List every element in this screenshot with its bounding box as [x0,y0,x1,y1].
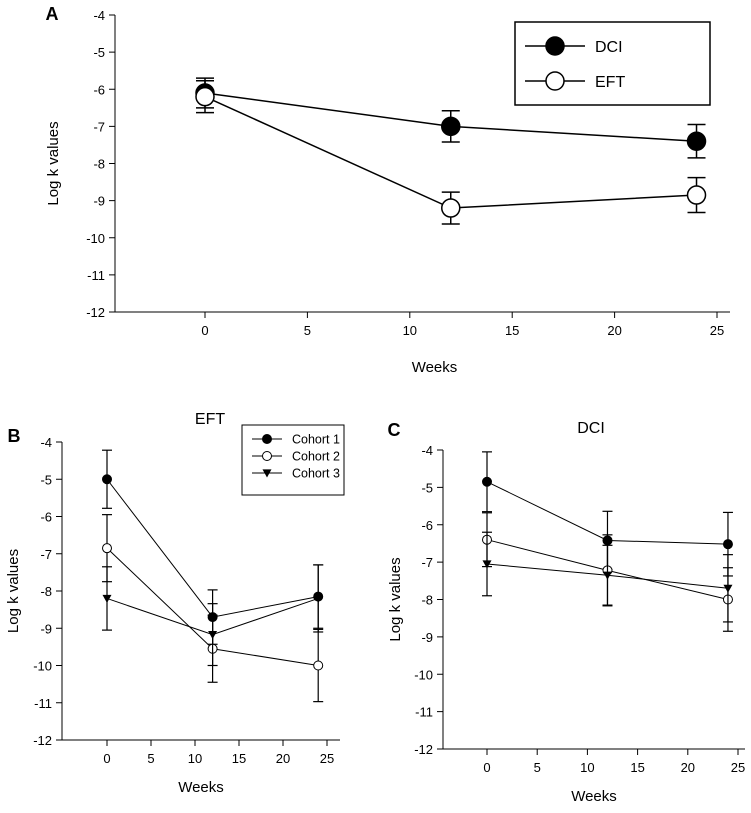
y-tick-label: -12 [86,305,105,320]
legend-label: EFT [595,74,625,91]
legend-item: EFT [525,71,625,91]
y-tick-label: -6 [421,518,433,533]
x-tick-label: 15 [232,751,246,766]
legend-item: Cohort 3 [252,467,340,481]
y-tick-label: -5 [93,45,105,60]
x-tick-label: 20 [276,751,290,766]
data-point [441,116,461,137]
panel-b: B EFT -4 -5 -6 -7 -8 -9 -10 -11 -12 0 5 10 15 20 25 Weeks… [5,411,345,796]
y-tick-label: -6 [93,82,105,97]
data-point [686,185,707,205]
data-point [686,131,707,151]
y-tick-label: -11 [415,705,433,720]
y-tick-label: -7 [40,547,52,562]
y-tick-label: -9 [421,630,433,645]
y-tick-label: -7 [93,119,105,134]
y-axis-label: Log k values [387,557,404,641]
legend-marker [262,469,272,478]
legend-label: Cohort 2 [292,450,340,464]
y-tick-label: -10 [414,667,433,682]
x-tick-label: 25 [710,323,724,338]
data-point [482,560,492,569]
legend-marker [262,451,272,461]
data-point [482,476,492,487]
legend-marker [545,36,565,56]
panel-a: A -4 -5 -6 -7 -8 -9 -10 -11 -12 0 5 10 15 20 25 Weeks Log… [45,4,730,376]
x-tick-label: 10 [403,323,417,338]
x-axis-label: Weeks [178,779,224,796]
y-tick-label: -4 [93,8,105,23]
y-tick-label: -5 [421,480,433,495]
y-tick-label: -9 [40,621,52,636]
data-point [722,539,733,550]
data-point [313,660,324,671]
panel-label: C [388,420,401,440]
x-tick-label: 5 [534,760,541,775]
legend-label: Cohort 1 [292,433,340,447]
y-tick-label: -8 [421,593,433,608]
x-tick-label: 0 [201,323,208,338]
x-tick-label: 5 [147,751,154,766]
panel-title: DCI [577,420,605,437]
x-tick-label: 0 [483,760,490,775]
data-point [441,198,461,218]
y-tick-label: -7 [421,555,433,570]
y-tick-label: -5 [40,472,52,487]
x-tick-label: 25 [320,751,334,766]
series-cohort-3 [482,531,733,623]
x-tick-label: 15 [505,323,519,338]
legend-item: Cohort 2 [252,450,340,464]
x-tick-label: 10 [188,751,202,766]
legend-marker [262,434,272,444]
data-point [723,584,733,593]
y-tick-label: -6 [40,510,52,525]
series-eft [195,79,707,225]
data-point [313,594,323,603]
legend-marker [545,71,565,91]
panel-label: A [46,4,59,24]
panel-title: EFT [195,411,225,428]
legend-box [241,424,345,496]
y-axis-label: Log k values [45,121,62,205]
panel-c: C DCI -4 -5 -6 -7 -8 -9 -10 -11 -12 0 5 10 15 20 25 Weeks… [387,420,745,805]
x-tick-label: 20 [681,760,695,775]
y-tick-label: -8 [40,584,52,599]
y-tick-label: -10 [33,659,52,674]
y-tick-label: -11 [87,268,105,283]
data-point [102,594,112,603]
legend: Cohort 1 Cohort 2 Cohort 3 [241,424,345,496]
y-tick-label: -12 [414,742,433,757]
y-tick-label: -4 [421,443,433,458]
legend-box [514,21,711,106]
series-cohort-3 [102,564,324,667]
data-point [102,543,112,554]
y-tick-label: -10 [86,231,105,246]
y-axis-label: Log k values [5,549,22,633]
y-tick-label: -11 [34,696,52,711]
x-tick-label: 15 [630,760,644,775]
y-tick-label: -8 [93,157,105,172]
data-point [602,571,612,580]
data-point [195,86,215,107]
y-tick-label: -9 [93,194,105,209]
x-tick-label: 5 [304,323,311,338]
legend-label: Cohort 3 [292,467,340,481]
y-tick-label: -4 [40,435,52,450]
legend-item: Cohort 1 [252,433,340,447]
legend: DCI EFT [514,21,711,106]
data-point [208,630,218,640]
data-point [102,474,112,485]
x-tick-label: 10 [580,760,594,775]
legend-item: DCI [525,36,623,56]
legend-label: DCI [595,39,623,56]
x-tick-label: 0 [103,751,110,766]
y-tick-label: -12 [33,733,52,748]
x-axis-label: Weeks [412,359,458,376]
x-tick-label: 25 [731,760,745,775]
x-axis-label: Weeks [571,788,617,805]
panel-label: B [8,426,21,446]
x-tick-label: 20 [607,323,621,338]
